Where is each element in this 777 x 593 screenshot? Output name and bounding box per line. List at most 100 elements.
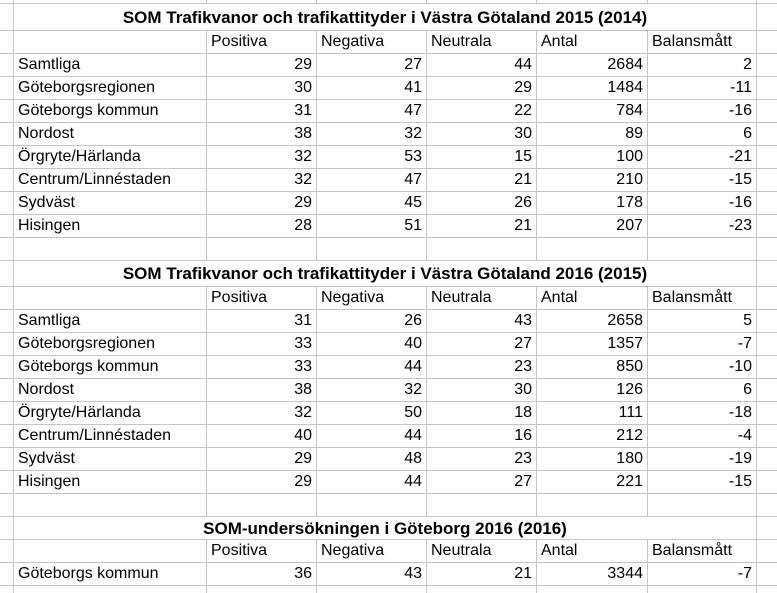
value-cell[interactable]: 33 — [207, 333, 317, 356]
column-header-cell[interactable]: Balansmått — [648, 287, 757, 310]
value-cell[interactable]: 21 — [427, 563, 537, 586]
value-cell[interactable]: 212 — [537, 425, 648, 448]
gutter-cell[interactable] — [0, 356, 14, 379]
value-cell[interactable]: -11 — [648, 77, 757, 100]
empty-cell[interactable] — [317, 494, 427, 517]
row-label-cell[interactable]: Hisingen — [14, 471, 207, 494]
value-cell[interactable]: 22 — [427, 100, 537, 123]
value-cell[interactable]: 126 — [537, 379, 648, 402]
empty-cell[interactable] — [757, 563, 777, 586]
gutter-cell[interactable] — [0, 540, 14, 563]
value-cell[interactable]: 32 — [317, 123, 427, 146]
value-cell[interactable]: 221 — [537, 471, 648, 494]
empty-cell[interactable] — [537, 494, 648, 517]
empty-cell[interactable] — [757, 238, 777, 261]
row-label-cell[interactable]: Samtliga — [14, 54, 207, 77]
value-cell[interactable]: 21 — [427, 169, 537, 192]
empty-cell[interactable] — [648, 494, 757, 517]
value-cell[interactable]: 33 — [207, 356, 317, 379]
value-cell[interactable]: 111 — [537, 402, 648, 425]
gutter-cell[interactable] — [0, 563, 14, 586]
gutter-cell[interactable] — [0, 146, 14, 169]
value-cell[interactable]: -15 — [648, 471, 757, 494]
value-cell[interactable]: 29 — [207, 54, 317, 77]
value-cell[interactable]: -10 — [648, 356, 757, 379]
empty-cell[interactable] — [757, 517, 777, 540]
empty-cell[interactable] — [207, 238, 317, 261]
column-header-cell[interactable]: Neutrala — [427, 287, 537, 310]
gutter-cell[interactable] — [0, 261, 14, 287]
gutter-cell[interactable] — [0, 425, 14, 448]
value-cell[interactable]: 43 — [427, 310, 537, 333]
value-cell[interactable]: 207 — [537, 215, 648, 238]
gutter-cell[interactable] — [0, 333, 14, 356]
column-header-cell[interactable]: Positiva — [207, 31, 317, 54]
row-label-cell[interactable]: Sydväst — [14, 448, 207, 471]
value-cell[interactable]: 784 — [537, 100, 648, 123]
value-cell[interactable]: 6 — [648, 379, 757, 402]
column-header-cell[interactable]: Negativa — [317, 540, 427, 563]
value-cell[interactable]: 41 — [317, 77, 427, 100]
value-cell[interactable]: 26 — [317, 310, 427, 333]
gutter-cell[interactable] — [0, 471, 14, 494]
gutter-cell[interactable] — [0, 379, 14, 402]
value-cell[interactable]: 31 — [207, 100, 317, 123]
empty-cell[interactable] — [207, 494, 317, 517]
column-header-cell[interactable]: Antal — [537, 287, 648, 310]
gutter-cell[interactable] — [0, 4, 14, 31]
column-header-cell[interactable]: Antal — [537, 540, 648, 563]
value-cell[interactable]: 27 — [317, 54, 427, 77]
value-cell[interactable]: 44 — [427, 54, 537, 77]
column-header-cell[interactable]: Neutrala — [427, 540, 537, 563]
value-cell[interactable]: 26 — [427, 192, 537, 215]
empty-cell[interactable] — [14, 31, 207, 54]
value-cell[interactable]: 850 — [537, 356, 648, 379]
row-label-cell[interactable]: Örgryte/Härlanda — [14, 146, 207, 169]
empty-cell[interactable] — [757, 402, 777, 425]
gutter-cell[interactable] — [0, 215, 14, 238]
value-cell[interactable]: 3344 — [537, 563, 648, 586]
value-cell[interactable]: 2658 — [537, 310, 648, 333]
empty-cell[interactable] — [757, 425, 777, 448]
empty-cell[interactable] — [0, 494, 14, 517]
value-cell[interactable]: 32 — [317, 379, 427, 402]
empty-cell[interactable] — [427, 238, 537, 261]
value-cell[interactable]: 2 — [648, 54, 757, 77]
gutter-cell[interactable] — [0, 402, 14, 425]
table-title[interactable]: SOM Trafikvanor och trafikattityder i Vä… — [14, 4, 757, 31]
empty-cell[interactable] — [757, 169, 777, 192]
row-label-cell[interactable]: Göteborgs kommun — [14, 563, 207, 586]
empty-cell[interactable] — [0, 238, 14, 261]
column-header-cell[interactable]: Antal — [537, 31, 648, 54]
empty-cell[interactable] — [537, 238, 648, 261]
value-cell[interactable]: -18 — [648, 402, 757, 425]
value-cell[interactable]: -23 — [648, 215, 757, 238]
row-label-cell[interactable]: Göteborgs kommun — [14, 356, 207, 379]
gutter-cell[interactable] — [0, 123, 14, 146]
value-cell[interactable]: 29 — [207, 192, 317, 215]
empty-cell[interactable] — [757, 540, 777, 563]
value-cell[interactable]: 38 — [207, 379, 317, 402]
column-header-cell[interactable]: Positiva — [207, 540, 317, 563]
gutter-cell[interactable] — [0, 77, 14, 100]
value-cell[interactable]: 16 — [427, 425, 537, 448]
empty-cell[interactable] — [14, 287, 207, 310]
value-cell[interactable]: 29 — [207, 471, 317, 494]
value-cell[interactable]: 40 — [207, 425, 317, 448]
empty-cell[interactable] — [648, 238, 757, 261]
row-label-cell[interactable]: Nordost — [14, 379, 207, 402]
gutter-cell[interactable] — [0, 169, 14, 192]
empty-cell[interactable] — [14, 238, 207, 261]
value-cell[interactable]: 30 — [427, 123, 537, 146]
value-cell[interactable]: -16 — [648, 192, 757, 215]
row-label-cell[interactable]: Samtliga — [14, 310, 207, 333]
gutter-cell[interactable] — [0, 54, 14, 77]
value-cell[interactable]: 1357 — [537, 333, 648, 356]
empty-cell[interactable] — [757, 379, 777, 402]
row-label-cell[interactable]: Göteborgsregionen — [14, 333, 207, 356]
value-cell[interactable]: -21 — [648, 146, 757, 169]
empty-cell[interactable] — [757, 494, 777, 517]
value-cell[interactable]: 45 — [317, 192, 427, 215]
value-cell[interactable]: 38 — [207, 123, 317, 146]
value-cell[interactable]: 180 — [537, 448, 648, 471]
